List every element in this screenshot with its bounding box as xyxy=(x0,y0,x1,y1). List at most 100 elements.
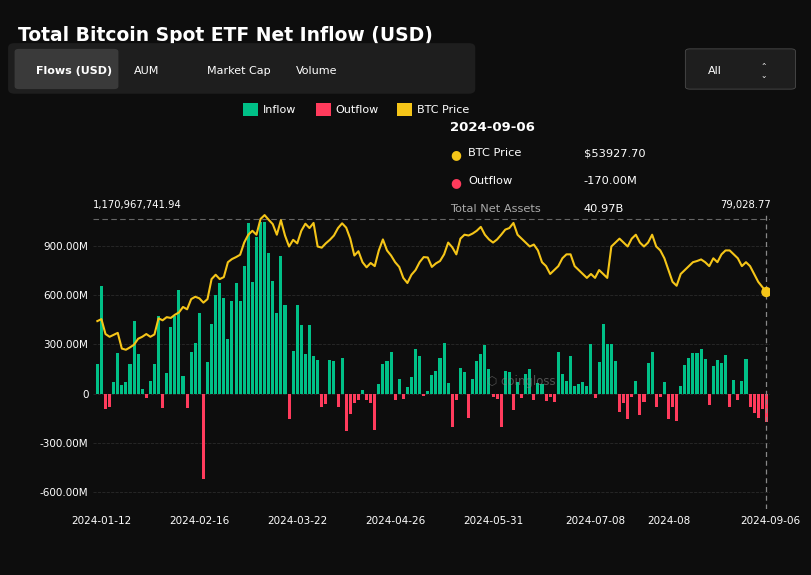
Bar xyxy=(337,394,340,407)
Bar xyxy=(178,290,181,394)
Bar xyxy=(300,325,303,394)
Bar xyxy=(728,394,732,407)
Bar xyxy=(124,382,127,394)
Bar xyxy=(414,348,417,394)
Bar xyxy=(528,369,531,394)
Bar xyxy=(765,394,768,421)
Bar xyxy=(140,389,144,394)
Bar xyxy=(230,301,234,394)
Bar xyxy=(234,283,238,394)
Bar xyxy=(186,394,189,408)
Bar xyxy=(333,361,336,394)
Bar xyxy=(491,394,495,397)
Bar xyxy=(512,394,515,409)
Bar xyxy=(487,369,491,394)
Bar xyxy=(516,382,519,394)
Bar xyxy=(238,301,242,394)
Bar xyxy=(435,371,437,394)
Bar xyxy=(153,364,156,394)
Bar xyxy=(467,394,470,417)
Bar xyxy=(667,394,670,419)
Bar xyxy=(385,361,388,394)
Bar xyxy=(214,296,217,394)
Bar xyxy=(320,394,324,407)
Text: 1,170,967,741.94: 1,170,967,741.94 xyxy=(93,200,182,210)
Bar xyxy=(540,384,543,394)
Bar xyxy=(654,394,658,407)
Bar xyxy=(704,359,706,394)
Bar xyxy=(136,354,139,394)
Bar xyxy=(479,354,483,394)
Bar xyxy=(471,380,474,394)
Text: BTC Price: BTC Price xyxy=(417,105,469,115)
Text: Outflow: Outflow xyxy=(336,105,379,115)
Bar xyxy=(724,355,727,394)
Bar xyxy=(692,352,694,394)
Bar xyxy=(753,394,756,413)
Bar xyxy=(247,223,250,394)
Bar xyxy=(483,344,487,394)
Bar xyxy=(423,394,425,396)
Bar xyxy=(671,394,674,407)
Bar xyxy=(226,339,230,394)
Bar xyxy=(646,363,650,394)
Bar xyxy=(361,390,364,394)
Bar xyxy=(761,394,764,409)
Bar xyxy=(174,316,176,394)
Bar xyxy=(569,355,572,394)
Bar xyxy=(561,374,564,394)
Text: AUM: AUM xyxy=(134,66,159,76)
Bar xyxy=(642,394,646,402)
Bar xyxy=(206,362,209,394)
Bar xyxy=(565,381,568,394)
Bar xyxy=(157,316,160,394)
Bar xyxy=(439,358,441,394)
Bar xyxy=(638,394,642,415)
Bar xyxy=(455,394,458,400)
Bar xyxy=(630,394,633,397)
Bar xyxy=(198,313,201,394)
Bar xyxy=(132,321,135,394)
Text: All: All xyxy=(708,66,722,76)
Bar xyxy=(712,366,714,394)
Bar xyxy=(116,352,119,394)
Bar xyxy=(626,394,629,419)
Text: 2024-09-06: 2024-09-06 xyxy=(450,121,535,134)
Bar xyxy=(663,382,666,394)
Bar xyxy=(397,379,401,394)
Bar xyxy=(504,371,507,394)
Bar xyxy=(548,394,551,397)
Bar xyxy=(679,386,682,394)
Bar xyxy=(544,394,547,401)
Bar xyxy=(161,394,164,408)
Bar xyxy=(255,237,258,394)
Bar xyxy=(406,386,409,394)
Text: $53927.70: $53927.70 xyxy=(584,148,646,158)
Bar xyxy=(740,381,744,394)
Bar xyxy=(418,355,421,394)
Bar xyxy=(634,381,637,394)
Bar xyxy=(496,394,499,400)
Bar xyxy=(210,324,213,394)
Bar xyxy=(312,356,315,394)
Bar xyxy=(145,394,148,398)
Bar xyxy=(532,394,535,400)
Bar xyxy=(708,394,710,405)
Bar xyxy=(165,373,168,394)
Bar xyxy=(447,384,450,394)
Bar xyxy=(650,352,654,394)
Bar xyxy=(328,360,332,394)
Bar xyxy=(696,352,698,394)
Bar xyxy=(590,344,593,394)
Bar xyxy=(345,394,348,431)
Text: -170.00M: -170.00M xyxy=(584,176,637,186)
Bar xyxy=(602,324,605,394)
Bar xyxy=(410,377,413,394)
Bar xyxy=(459,368,462,394)
Text: BTC Price: BTC Price xyxy=(468,148,521,158)
Bar xyxy=(377,384,380,394)
Bar xyxy=(573,386,576,394)
Bar xyxy=(284,305,286,394)
Bar xyxy=(292,351,294,394)
Text: Volume: Volume xyxy=(296,66,337,76)
